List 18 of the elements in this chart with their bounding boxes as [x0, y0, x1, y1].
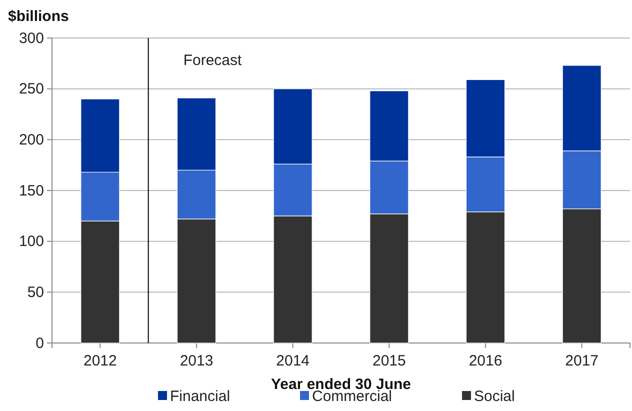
x-tick-label: 2017 [565, 352, 599, 370]
y-axis-title: $billions [8, 8, 69, 25]
legend-label: Social [474, 388, 515, 405]
x-tick-label: 2013 [180, 352, 214, 370]
y-tick-label: 300 [18, 30, 44, 47]
y-tick-label: 200 [18, 131, 44, 148]
ref-line-label: Forecast [183, 52, 243, 69]
y-tick-label: 50 [27, 284, 44, 301]
x-tick-label: 2016 [468, 352, 502, 370]
y-tick-label: 100 [18, 233, 44, 250]
x-tick-label: 2015 [372, 352, 406, 370]
x-tick-label: 2014 [276, 352, 310, 370]
y-tick-label: 150 [18, 182, 44, 200]
x-tick-label: 2012 [83, 352, 117, 370]
legend-label: Commercial [312, 388, 392, 405]
legend-label: Financial [170, 388, 230, 405]
y-tick-label: 250 [18, 80, 44, 98]
y-tick-label: 0 [36, 334, 44, 352]
